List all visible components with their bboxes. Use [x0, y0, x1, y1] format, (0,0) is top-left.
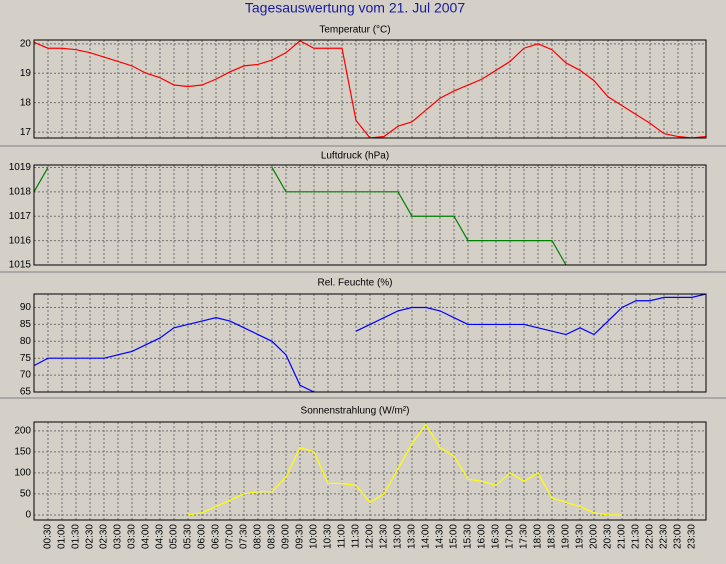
x-tick-label: 12:30 [379, 524, 390, 549]
x-tick-label: 06:00 [197, 524, 208, 549]
y-tick-label: 1017 [9, 211, 32, 222]
x-tick-label: 20:30 [603, 524, 614, 549]
x-tick-label: 19:30 [575, 524, 586, 549]
data-line [34, 167, 567, 265]
x-tick-label: 01:30 [71, 524, 82, 549]
x-tick-label: 05:30 [183, 524, 194, 549]
x-tick-label: 11:00 [337, 524, 348, 549]
x-tick-label: 10:00 [309, 524, 320, 549]
x-tick-label: 17:00 [505, 524, 516, 549]
y-tick-label: 50 [20, 489, 32, 500]
x-tick-label: 07:30 [239, 524, 250, 549]
x-tick-label: 18:00 [533, 524, 544, 549]
y-tick-label: 75 [20, 353, 32, 364]
x-tick-label: 04:30 [155, 524, 166, 549]
plot-border [33, 39, 707, 139]
y-tick-label: 20 [20, 38, 32, 49]
panel-title: Luftdruck (hPa) [321, 151, 389, 162]
y-tick-label: 0 [25, 510, 31, 521]
x-tick-label: 06:30 [211, 524, 222, 549]
y-tick-label: 18 [20, 97, 32, 108]
x-tick-label: 22:30 [659, 524, 670, 549]
plot-border [33, 421, 707, 521]
y-tick-label: 19 [20, 68, 32, 79]
y-tick-label: 80 [20, 336, 32, 347]
x-tick-label: 00:30 [43, 524, 54, 549]
x-tick-label: 12:00 [365, 524, 376, 549]
chart-title: Tagesauswertung vom 21. Jul 2007 [245, 0, 465, 16]
y-tick-label: 150 [14, 447, 31, 458]
y-tick-label: 200 [14, 425, 31, 436]
y-tick-label: 17 [20, 127, 32, 138]
x-tick-label: 02:30 [85, 524, 96, 549]
x-tick-label: 02:30 [99, 524, 110, 549]
y-tick-label: 1015 [9, 260, 32, 271]
x-tick-label: 14:30 [435, 524, 446, 549]
data-line [34, 40, 706, 138]
x-tick-label: 23:00 [673, 524, 684, 549]
x-tick-label: 14:00 [421, 524, 432, 549]
x-tick-label: 17:30 [519, 524, 530, 549]
y-tick-label: 65 [20, 387, 32, 398]
x-tick-label: 16:00 [477, 524, 488, 549]
x-tick-label: 13:00 [393, 524, 404, 549]
x-tick-label: 15:00 [449, 524, 460, 549]
y-tick-label: 85 [20, 319, 32, 330]
x-tick-label: 11:30 [351, 524, 362, 549]
x-tick-label: 23:30 [687, 524, 698, 549]
x-tick-label: 08:00 [253, 524, 264, 549]
data-line [34, 294, 706, 392]
panel-title: Sonnenstrahlung (W/m²) [301, 406, 410, 417]
y-tick-label: 100 [14, 468, 31, 479]
x-tick-label: 15:30 [463, 524, 474, 549]
plot-border [33, 164, 707, 266]
panel-title: Temperatur (°C) [319, 25, 390, 36]
x-tick-label: 03:30 [127, 524, 138, 549]
plot-border [33, 293, 707, 393]
x-tick-label: 08:30 [267, 524, 278, 549]
x-tick-label: 19:00 [561, 524, 572, 549]
y-tick-label: 1019 [9, 162, 32, 173]
x-tick-label: 01:00 [57, 524, 68, 549]
x-tick-label: 16:30 [491, 524, 502, 549]
x-tick-label: 03:00 [113, 524, 124, 549]
y-tick-label: 1016 [9, 235, 32, 246]
x-tick-label: 04:00 [141, 524, 152, 549]
x-tick-label: 09:00 [281, 524, 292, 549]
x-tick-label: 07:00 [225, 524, 236, 549]
data-line [187, 423, 622, 516]
x-tick-label: 20:00 [589, 524, 600, 549]
y-tick-label: 90 [20, 302, 32, 313]
y-tick-label: 70 [20, 370, 32, 381]
x-tick-label: 09:30 [295, 524, 306, 549]
x-tick-label: 10:30 [323, 524, 334, 549]
x-tick-label: 13:30 [407, 524, 418, 549]
x-tick-label: 05:00 [169, 524, 180, 549]
y-tick-label: 1018 [9, 186, 32, 197]
x-tick-label: 18:30 [547, 524, 558, 549]
x-tick-label: 21:30 [631, 524, 642, 549]
x-tick-label: 21:00 [617, 524, 628, 549]
x-tick-label: 22:00 [645, 524, 656, 549]
panel-title: Rel. Feuchte (%) [317, 278, 392, 289]
